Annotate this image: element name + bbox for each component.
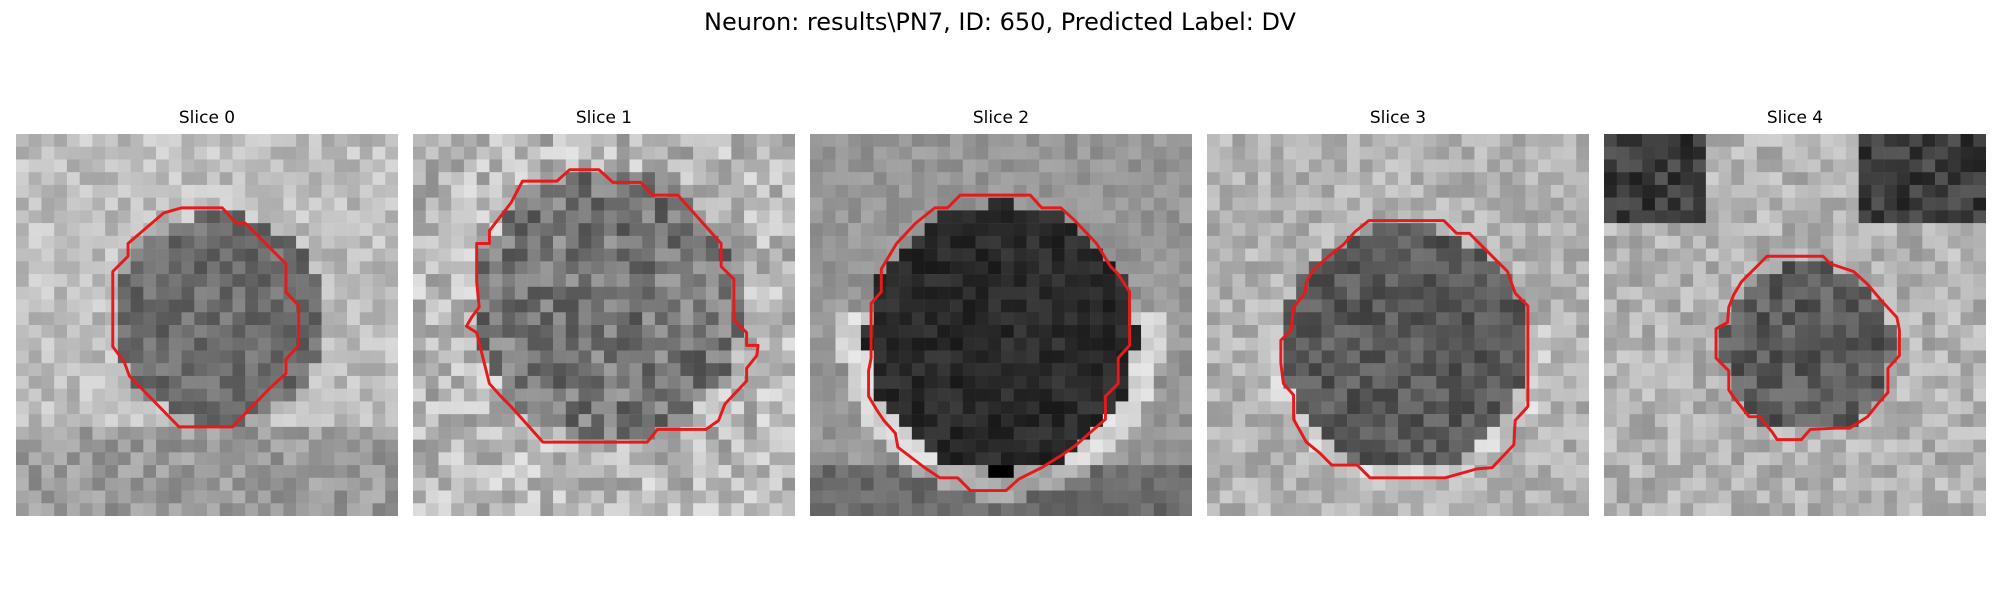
slice-panel-3: Slice 3 xyxy=(1207,108,1589,520)
slice-title-1: Slice 1 xyxy=(575,108,633,128)
grayscale-pixels xyxy=(413,134,795,516)
slice-image-4 xyxy=(1604,134,1986,516)
slice-title-2: Slice 2 xyxy=(972,108,1030,128)
slice-title-3: Slice 3 xyxy=(1369,108,1427,128)
slice-image-0 xyxy=(16,134,398,516)
slice-panel-1: Slice 1 xyxy=(413,108,795,520)
slice-image-2 xyxy=(810,134,1192,516)
roi-contour xyxy=(1279,219,1530,480)
roi-contour xyxy=(111,206,301,429)
slice-panel-2: Slice 2 xyxy=(810,108,1192,520)
grayscale-pixels xyxy=(810,134,1192,516)
slice-panel-4: Slice 4 xyxy=(1604,108,1986,520)
slice-title-0: Slice 0 xyxy=(178,108,236,128)
roi-contour xyxy=(1714,254,1901,442)
grayscale-pixels xyxy=(1207,134,1589,516)
roi-contour xyxy=(465,168,760,444)
figure-title: Neuron: results\PN7, ID: 650, Predicted … xyxy=(704,8,1296,36)
slice-image-1 xyxy=(413,134,795,516)
slice-title-4: Slice 4 xyxy=(1766,108,1824,128)
grayscale-pixels xyxy=(16,134,398,516)
roi-contour xyxy=(867,193,1132,492)
slice-panel-0: Slice 0 xyxy=(16,108,398,520)
slice-image-3 xyxy=(1207,134,1589,516)
grayscale-pixels xyxy=(1604,134,1986,516)
